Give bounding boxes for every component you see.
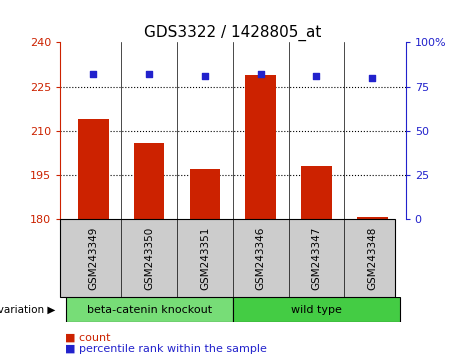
Text: genotype/variation ▶: genotype/variation ▶ xyxy=(0,305,55,315)
Text: wild type: wild type xyxy=(291,305,342,315)
Bar xyxy=(65,297,233,322)
Point xyxy=(257,72,264,77)
Point xyxy=(146,72,153,77)
Text: GSM243348: GSM243348 xyxy=(367,227,377,290)
Bar xyxy=(245,75,276,219)
Bar xyxy=(134,143,165,219)
Text: ■ count: ■ count xyxy=(65,333,110,343)
Point xyxy=(368,75,376,81)
Bar xyxy=(233,297,400,322)
Text: GSM243351: GSM243351 xyxy=(200,227,210,290)
Bar xyxy=(78,119,109,219)
Text: GSM243346: GSM243346 xyxy=(256,227,266,290)
Text: GSM243347: GSM243347 xyxy=(312,227,321,290)
Bar xyxy=(301,166,332,219)
Title: GDS3322 / 1428805_at: GDS3322 / 1428805_at xyxy=(144,25,321,41)
Bar xyxy=(357,217,388,219)
Bar xyxy=(189,169,220,219)
Text: GSM243350: GSM243350 xyxy=(144,227,154,290)
Text: ■ percentile rank within the sample: ■ percentile rank within the sample xyxy=(65,344,266,354)
Text: GSM243349: GSM243349 xyxy=(89,227,98,290)
Text: beta-catenin knockout: beta-catenin knockout xyxy=(87,305,212,315)
Point xyxy=(313,73,320,79)
Point xyxy=(201,73,209,79)
Point xyxy=(90,72,97,77)
